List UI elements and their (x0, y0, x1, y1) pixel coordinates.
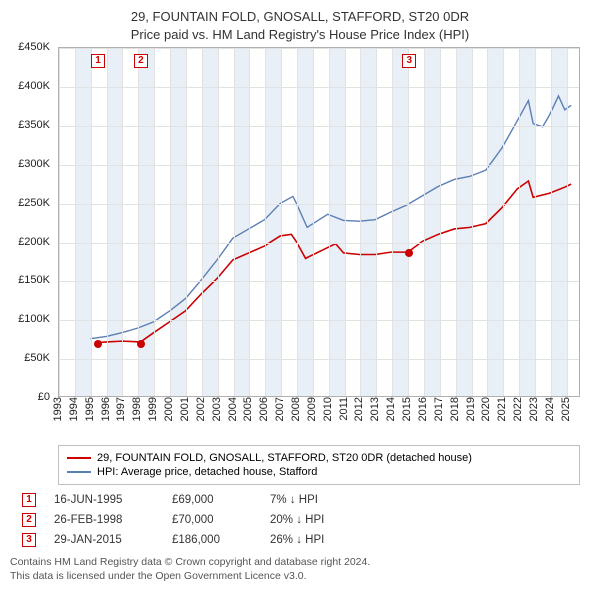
x-axis-labels: 1993199419951996199719981999200020012002… (58, 397, 580, 439)
y-tick-label: £100K (10, 313, 54, 325)
transaction-price: £70,000 (172, 514, 252, 526)
transaction-marker: 3 (22, 533, 36, 547)
transaction-diff: 7% ↓ HPI (270, 494, 380, 506)
x-tick-label: 1998 (131, 397, 143, 421)
chart-title-1: 29, FOUNTAIN FOLD, GNOSALL, STAFFORD, ST… (10, 8, 590, 26)
x-tick-label: 2010 (322, 397, 334, 421)
chart-dot-2 (137, 340, 145, 348)
chart-dot-1 (94, 340, 102, 348)
y-tick-label: £150K (10, 274, 54, 286)
x-tick-label: 2007 (274, 397, 286, 421)
x-tick-label: 2016 (417, 397, 429, 421)
chart-marker-3: 3 (402, 54, 416, 68)
legend-label: HPI: Average price, detached house, Staf… (97, 466, 317, 478)
y-tick-label: £200K (10, 236, 54, 248)
chart-marker-2: 2 (134, 54, 148, 68)
x-tick-label: 2015 (401, 397, 413, 421)
y-tick-label: £350K (10, 119, 54, 131)
footer-line-1: Contains HM Land Registry data © Crown c… (10, 555, 590, 569)
transaction-date: 16-JUN-1995 (54, 494, 154, 506)
x-tick-label: 2017 (433, 397, 445, 421)
x-tick-label: 2012 (353, 397, 365, 421)
x-tick-label: 2000 (163, 397, 175, 421)
x-tick-label: 2023 (528, 397, 540, 421)
transaction-diff: 20% ↓ HPI (270, 514, 380, 526)
transaction-marker: 1 (22, 493, 36, 507)
x-tick-label: 2018 (449, 397, 461, 421)
x-tick-label: 2011 (338, 397, 350, 421)
series-property (98, 181, 571, 343)
x-tick-label: 2004 (227, 397, 239, 421)
x-tick-label: 2020 (480, 397, 492, 421)
x-tick-label: 1999 (147, 397, 159, 421)
x-tick-label: 1995 (84, 397, 96, 421)
x-tick-label: 2005 (242, 397, 254, 421)
x-tick-label: 1997 (115, 397, 127, 421)
x-tick-label: 2022 (512, 397, 524, 421)
x-tick-label: 2025 (560, 397, 572, 421)
transaction-date: 29-JAN-2015 (54, 534, 154, 546)
y-tick-label: £50K (10, 352, 54, 364)
legend-row: HPI: Average price, detached house, Staf… (67, 466, 571, 478)
x-tick-label: 2021 (496, 397, 508, 421)
x-tick-label: 2019 (465, 397, 477, 421)
x-tick-label: 2002 (195, 397, 207, 421)
x-tick-label: 2014 (385, 397, 397, 421)
transaction-row: 1 16-JUN-1995 £69,000 7% ↓ HPI (22, 493, 590, 507)
y-tick-label: £450K (10, 41, 54, 53)
chart-container: 29, FOUNTAIN FOLD, GNOSALL, STAFFORD, ST… (0, 0, 600, 589)
x-tick-label: 2009 (306, 397, 318, 421)
chart-title-2: Price paid vs. HM Land Registry's House … (10, 26, 590, 44)
x-tick-label: 2024 (544, 397, 556, 421)
y-tick-label: £0 (10, 391, 54, 403)
legend: 29, FOUNTAIN FOLD, GNOSALL, STAFFORD, ST… (58, 445, 580, 485)
footer: Contains HM Land Registry data © Crown c… (10, 555, 590, 583)
x-tick-label: 2006 (258, 397, 270, 421)
transaction-row: 3 29-JAN-2015 £186,000 26% ↓ HPI (22, 533, 590, 547)
transaction-row: 2 26-FEB-1998 £70,000 20% ↓ HPI (22, 513, 590, 527)
y-tick-label: £400K (10, 80, 54, 92)
x-tick-label: 2008 (290, 397, 302, 421)
legend-swatch (67, 471, 91, 473)
x-tick-label: 2003 (211, 397, 223, 421)
transaction-price: £186,000 (172, 534, 252, 546)
transaction-diff: 26% ↓ HPI (270, 534, 380, 546)
transaction-table: 1 16-JUN-1995 £69,000 7% ↓ HPI 2 26-FEB-1998 £… (22, 493, 590, 547)
y-tick-label: £300K (10, 158, 54, 170)
legend-swatch (67, 457, 91, 459)
x-tick-label: 1994 (68, 397, 80, 421)
chart-marker-1: 1 (91, 54, 105, 68)
transaction-price: £69,000 (172, 494, 252, 506)
x-tick-label: 1996 (100, 397, 112, 421)
legend-row: 29, FOUNTAIN FOLD, GNOSALL, STAFFORD, ST… (67, 452, 571, 464)
x-tick-label: 2001 (179, 397, 191, 421)
chart-box: 123 199319941995199619971998199920002001… (10, 47, 590, 439)
y-tick-label: £250K (10, 197, 54, 209)
plot-area: 1 2 3 (58, 47, 580, 397)
series-hpi (91, 96, 572, 339)
legend-label: 29, FOUNTAIN FOLD, GNOSALL, STAFFORD, ST… (97, 452, 472, 464)
footer-line-2: This data is licensed under the Open Gov… (10, 569, 590, 583)
transaction-date: 26-FEB-1998 (54, 514, 154, 526)
x-tick-label: 2013 (369, 397, 381, 421)
chart-dot-3 (405, 249, 413, 257)
transaction-marker: 2 (22, 513, 36, 527)
